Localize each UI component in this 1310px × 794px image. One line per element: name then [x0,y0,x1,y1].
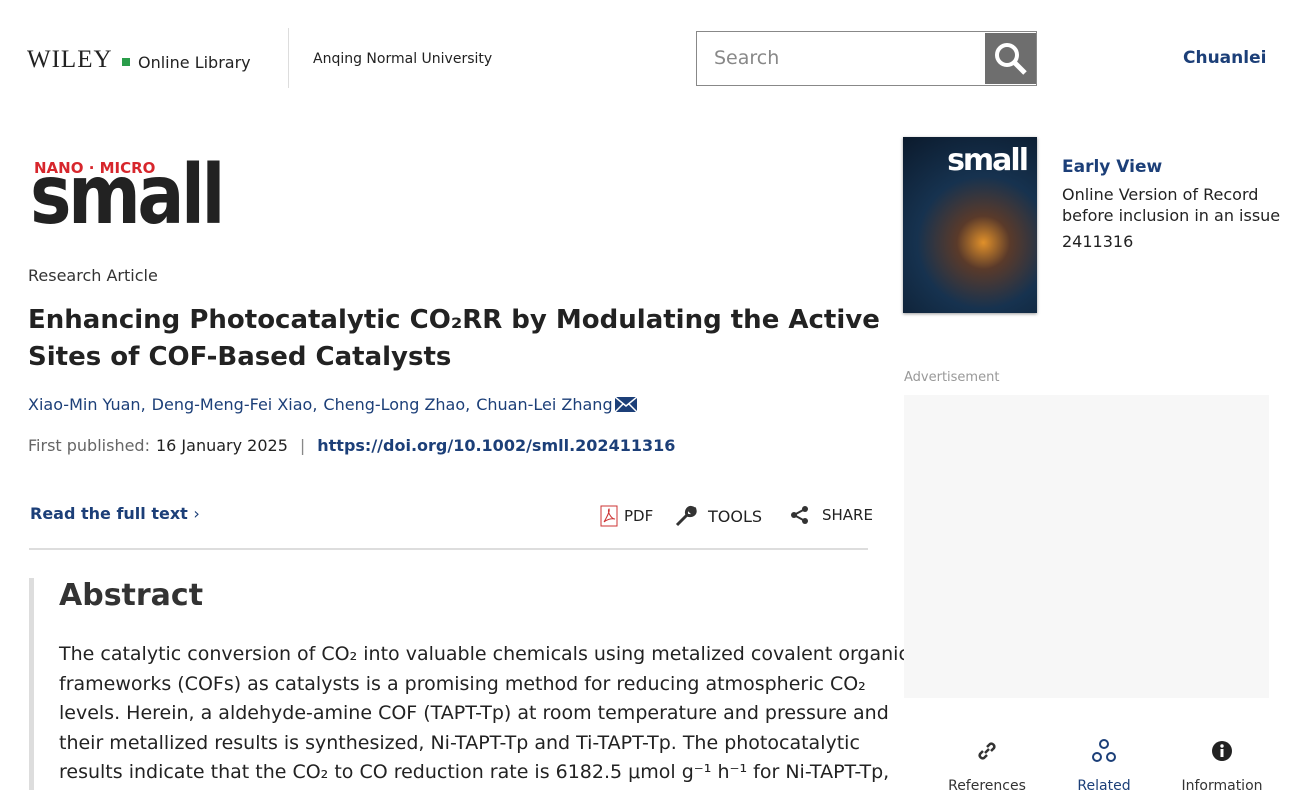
share-label: SHARE [822,506,873,524]
read-label: Read the full text [30,504,188,523]
abstract-heading: Abstract [59,578,204,613]
author[interactable]: Chuan-Lei Zhang [476,395,613,414]
abstract-line: levels. Herein, a aldehyde-amine COF (TA… [59,702,889,724]
early-view[interactable]: Early View [1062,157,1163,177]
brand[interactable]: WILEY [27,46,113,73]
abstract-line: results indicate that the CO₂ to CO redu… [59,761,890,783]
institution: Anqing Normal University [313,51,493,67]
abstract-line: frameworks (COFs) as catalysts is a prom… [59,672,866,695]
status-text: Online Version of Record before inclusio… [1062,184,1280,226]
share-button[interactable]: SHARE [790,505,873,525]
tab-label: Information [1181,778,1263,794]
pdf-label: PDF [624,507,654,525]
cover-logo: small [947,143,1029,178]
title-line: Sites of COF-Based Catalysts [28,342,452,372]
tab-label: Related [1077,778,1131,794]
title-line: Enhancing Photocatalytic CO₂RR by Modula… [28,305,880,335]
information-tab[interactable]: Information [1175,738,1269,794]
references-tab[interactable]: References [940,738,1034,794]
published-date: 16 January 2025 [155,436,288,455]
rule [29,548,868,550]
pdf-button[interactable]: PDF [600,505,653,527]
doi-link[interactable]: https://doi.org/10.1002/smll.202411316 [317,436,676,455]
article-title: Enhancing Photocatalytic CO₂RR by Modula… [28,302,880,376]
brand-sub[interactable]: Online Library [138,53,251,72]
email-icon[interactable] [614,397,637,412]
published-label: First published: [28,436,150,455]
tab-label: References [948,778,1026,794]
author[interactable]: Deng-Meng-Fei Xiao, [151,395,318,414]
related-tab[interactable]: Related [1057,738,1151,794]
author[interactable]: Xiao-Min Yuan, [28,395,146,414]
abstract-border [29,578,34,790]
author[interactable]: Cheng-Long Zhao, [323,395,471,414]
abstract-line: their metallized results is synthesized,… [59,731,860,754]
read-full-text[interactable]: Read the full text › [30,504,200,523]
authors: Xiao-Min Yuan, Deng-Meng-Fei Xiao, Cheng… [28,395,637,414]
status-line: before inclusion in an issue [1062,206,1281,225]
article-number: 2411316 [1062,232,1134,251]
tools-button[interactable]: TOOLS [674,504,762,528]
tools-label: TOOLS [708,506,763,526]
search-button[interactable] [985,33,1036,84]
abstract-line: The catalytic conversion of CO₂ into val… [59,643,909,665]
journal-logo[interactable]: small [30,148,225,243]
status-line: Online Version of Record [1062,185,1259,204]
publication-info: First published: 16 January 2025 | https… [28,436,675,455]
journal-cover[interactable]: small [903,137,1037,313]
divider [288,28,289,88]
separator: | [299,436,306,455]
ad-area [904,395,1269,698]
ad-label: Advertisement [904,370,1000,385]
search-box[interactable] [696,31,1037,86]
abstract-text: The catalytic conversion of CO₂ into val… [59,640,909,788]
journal-logo-top: NANO · MICRO [34,159,156,177]
article-type: Research Article [28,266,158,285]
brand-dot [122,58,130,66]
user-menu[interactable]: Chuanlei [1183,48,1267,68]
search-placeholder: Search [714,47,780,69]
